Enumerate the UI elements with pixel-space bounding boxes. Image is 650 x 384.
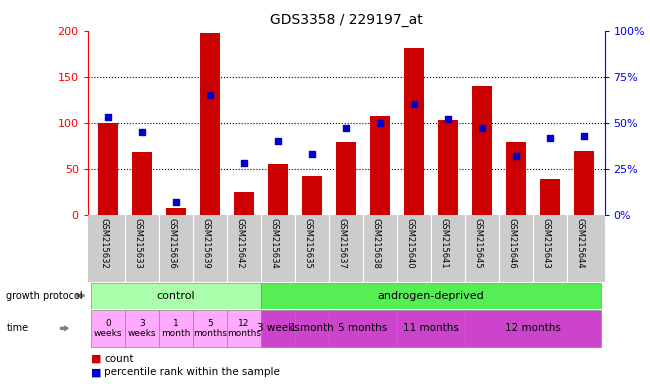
Bar: [302, 176, 322, 215]
Title: GDS3358 / 229197_at: GDS3358 / 229197_at: [270, 13, 422, 27]
Text: ■: ■: [91, 354, 101, 364]
Point: [375, 120, 385, 126]
Point: [511, 153, 521, 159]
Bar: [132, 152, 152, 215]
Bar: [336, 142, 356, 215]
Text: 12 months: 12 months: [505, 323, 561, 333]
Text: GSM215641: GSM215641: [439, 218, 448, 269]
FancyBboxPatch shape: [159, 310, 193, 347]
Bar: [574, 151, 594, 215]
FancyBboxPatch shape: [465, 310, 601, 347]
FancyBboxPatch shape: [91, 283, 261, 309]
Text: 11 months: 11 months: [403, 323, 459, 333]
Text: GSM215635: GSM215635: [303, 218, 312, 269]
Text: 5 months: 5 months: [339, 323, 388, 333]
Text: growth protocol: growth protocol: [6, 291, 83, 301]
Text: 0
weeks: 0 weeks: [94, 319, 122, 338]
Point: [341, 125, 351, 131]
Bar: [268, 164, 289, 215]
Point: [205, 92, 215, 98]
FancyBboxPatch shape: [91, 310, 125, 347]
Text: percentile rank within the sample: percentile rank within the sample: [104, 367, 280, 377]
Bar: [472, 86, 492, 215]
Text: GSM215634: GSM215634: [269, 218, 278, 269]
Text: GSM215646: GSM215646: [507, 218, 516, 269]
Point: [545, 134, 555, 141]
Point: [477, 125, 488, 131]
Text: GSM215633: GSM215633: [133, 218, 142, 269]
Bar: [540, 179, 560, 215]
FancyBboxPatch shape: [193, 310, 227, 347]
FancyBboxPatch shape: [227, 310, 261, 347]
Bar: [506, 142, 526, 215]
FancyBboxPatch shape: [329, 310, 397, 347]
Text: GSM215644: GSM215644: [575, 218, 584, 269]
Bar: [370, 116, 390, 215]
Text: ■: ■: [91, 367, 101, 377]
Text: 3 weeks: 3 weeks: [257, 323, 300, 333]
Point: [273, 138, 283, 144]
Text: GSM215640: GSM215640: [405, 218, 414, 269]
Text: GSM215636: GSM215636: [167, 218, 176, 269]
Text: 1
month: 1 month: [161, 319, 191, 338]
Text: GSM215638: GSM215638: [371, 218, 380, 269]
Text: androgen-deprived: androgen-deprived: [378, 291, 484, 301]
FancyBboxPatch shape: [125, 310, 159, 347]
Point: [171, 199, 181, 205]
Text: 1 month: 1 month: [291, 323, 334, 333]
Text: GSM215643: GSM215643: [541, 218, 550, 269]
Bar: [404, 48, 424, 215]
Text: GSM215637: GSM215637: [337, 218, 346, 269]
Text: GSM215642: GSM215642: [235, 218, 244, 269]
Bar: [200, 33, 220, 215]
Point: [137, 129, 148, 135]
FancyBboxPatch shape: [295, 310, 329, 347]
Text: time: time: [6, 323, 29, 333]
Bar: [234, 192, 254, 215]
FancyBboxPatch shape: [261, 283, 601, 309]
Text: GSM215645: GSM215645: [473, 218, 482, 269]
Bar: [438, 120, 458, 215]
Point: [239, 161, 250, 167]
Text: 3
weeks: 3 weeks: [128, 319, 157, 338]
Point: [579, 133, 590, 139]
FancyBboxPatch shape: [397, 310, 465, 347]
Text: GSM215632: GSM215632: [99, 218, 108, 269]
Bar: [98, 123, 118, 215]
Bar: [166, 208, 187, 215]
Text: GSM215639: GSM215639: [201, 218, 210, 269]
Point: [307, 151, 317, 157]
Point: [443, 116, 453, 122]
Text: count: count: [104, 354, 133, 364]
Text: control: control: [157, 291, 196, 301]
Text: 12
months: 12 months: [227, 319, 261, 338]
Point: [103, 114, 113, 121]
FancyBboxPatch shape: [261, 310, 295, 347]
Text: 5
months: 5 months: [193, 319, 227, 338]
Point: [409, 101, 419, 108]
